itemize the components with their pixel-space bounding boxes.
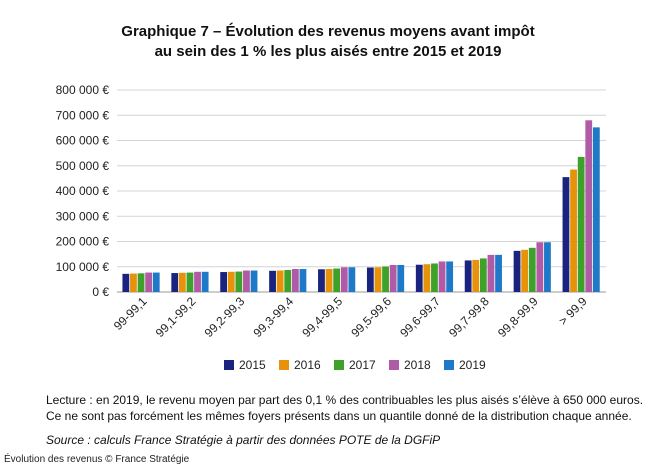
bar-2016-7: [472, 259, 480, 292]
bar-2017-1: [186, 272, 194, 292]
source-note: Source : calculs France Stratégie à part…: [46, 433, 441, 447]
x-tick-label: 99,5-99,6: [348, 294, 394, 340]
bar-2015-9: [562, 177, 570, 292]
bar-2017-7: [479, 258, 487, 292]
bar-2017-3: [284, 270, 292, 292]
y-tick-label: 200 000 €: [56, 235, 110, 249]
bar-2018-2: [243, 270, 250, 292]
x-tick-label: 99-99,1: [111, 294, 150, 333]
bar-2016-5: [374, 267, 382, 292]
bar-2019-2: [250, 270, 258, 292]
bar-2017-6: [431, 263, 438, 292]
x-tick-label: 99,8-99,9: [495, 294, 541, 340]
bar-2019-1: [201, 271, 209, 292]
bar-2019-0: [152, 272, 160, 292]
legend-swatch-2017: [334, 360, 344, 370]
reading-note-2: Ce ne sont pas forcément les mêmes foyer…: [46, 409, 632, 423]
bar-2015-6: [415, 264, 423, 292]
x-tick-label: 99,3-99,4: [251, 294, 297, 340]
y-tick-label: 300 000 €: [56, 209, 110, 223]
bar-2019-9: [592, 127, 600, 293]
bar-2018-4: [340, 267, 348, 292]
bar-2015-5: [366, 267, 374, 292]
bar-2017-5: [382, 266, 389, 292]
bar-2016-2: [227, 271, 235, 292]
bar-2019-4: [348, 267, 356, 292]
chart-title-line1: Graphique 7 – Évolution des revenus moye…: [121, 23, 535, 40]
y-axis-ticks: 0 € 100 000 € 200 000 € 300 000 € 400 000 € 5…: [56, 83, 110, 299]
bar-2016-0: [130, 273, 137, 292]
bar-2019-5: [397, 264, 405, 292]
y-tick-label: 400 000 €: [56, 184, 110, 198]
x-tick-label: 99,7-99,8: [446, 294, 492, 340]
bar-2018-0: [145, 272, 153, 292]
reading-note: Lecture : en 2019, le revenu moyen par p…: [46, 393, 644, 407]
chart-title-line2: au sein des 1 % les plus aisés entre 201…: [154, 43, 502, 60]
bar-2016-8: [521, 249, 529, 292]
legend-swatch-2019: [444, 360, 454, 370]
bar-2018-8: [536, 242, 544, 292]
legend-label-2016: 2016: [294, 358, 321, 372]
bar-2016-9: [570, 169, 577, 292]
x-tick-label: 99,6-99,7: [397, 294, 443, 340]
bar-2019-8: [544, 242, 551, 292]
bar-2018-1: [194, 271, 201, 292]
legend: 2015 2016 2017 2018 2019: [224, 358, 486, 372]
bar-2015-3: [269, 270, 276, 292]
bar-2016-1: [178, 272, 186, 292]
legend-swatch-2015: [224, 360, 234, 370]
bar-2018-7: [487, 254, 495, 292]
image-caption: Évolution des revenus © France Stratégie: [4, 454, 190, 465]
x-tick-label: 99,2-99,3: [202, 294, 248, 340]
y-tick-label: 600 000 €: [56, 134, 110, 148]
bars: [122, 120, 600, 293]
bar-2017-0: [137, 273, 145, 292]
bar-2015-0: [122, 273, 130, 292]
bar-chart: 0 € 100 000 € 200 000 € 300 000 € 400 000 € 5…: [56, 83, 606, 372]
bar-2015-2: [220, 272, 228, 292]
legend-label-2015: 2015: [239, 358, 266, 372]
y-tick-label: 800 000 €: [56, 83, 110, 97]
bar-2018-3: [291, 269, 299, 292]
bar-2017-4: [333, 268, 341, 292]
x-tick-label: 99,1-99,2: [153, 294, 199, 340]
x-tick-label: 99,4-99,5: [299, 294, 345, 340]
bar-2016-4: [325, 269, 333, 292]
bar-2017-8: [528, 247, 536, 292]
bar-2017-2: [235, 271, 243, 292]
bar-2018-6: [438, 261, 446, 292]
bar-2019-7: [495, 254, 502, 292]
legend-swatch-2016: [279, 360, 289, 370]
bar-2015-4: [318, 269, 325, 292]
bar-2018-9: [585, 120, 593, 292]
x-axis-ticks: 99-99,1 99,1-99,2 99,2-99,3 99,3-99,4 99,4-9…: [111, 294, 590, 340]
bar-2019-6: [446, 261, 454, 292]
bar-2016-6: [423, 264, 431, 292]
bar-2018-5: [389, 264, 397, 292]
x-tick-label: > 99,9: [556, 294, 590, 328]
bar-2016-3: [276, 270, 284, 292]
y-tick-label: 500 000 €: [56, 159, 110, 173]
y-tick-label: 100 000 €: [56, 260, 110, 274]
legend-label-2017: 2017: [349, 358, 376, 372]
y-tick-label: 0 €: [92, 285, 109, 299]
bar-2015-7: [464, 260, 472, 292]
bar-2019-3: [299, 269, 307, 292]
legend-swatch-2018: [389, 360, 399, 370]
y-tick-label: 700 000 €: [56, 108, 110, 122]
bar-2015-8: [513, 250, 521, 292]
bar-2015-1: [171, 273, 179, 292]
legend-label-2018: 2018: [404, 358, 431, 372]
legend-label-2019: 2019: [459, 358, 486, 372]
bar-2017-9: [577, 156, 585, 292]
